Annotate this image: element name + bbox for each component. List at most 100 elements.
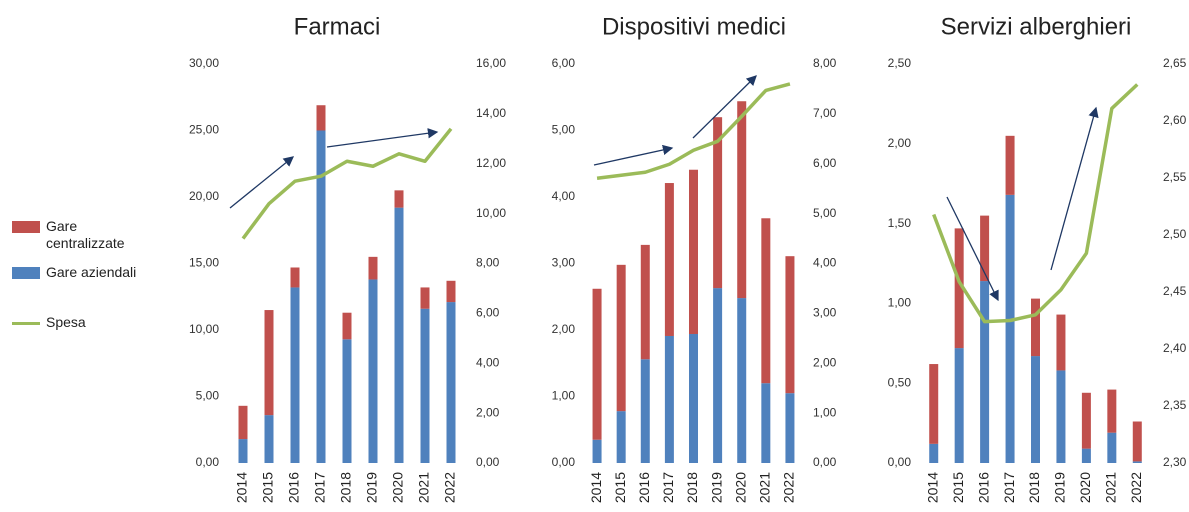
bar-segment — [689, 169, 698, 334]
bar-segment — [761, 218, 771, 384]
y2-tick-label: 5,00 — [813, 206, 837, 220]
y-tick-label: 2,00 — [888, 136, 912, 150]
bar-segment — [737, 298, 747, 463]
y2-tick-label: 12,00 — [476, 156, 506, 170]
x-tick-label: 2022 — [1128, 472, 1144, 503]
chart-title: Servizi alberghieri — [941, 13, 1132, 40]
bar-segment — [446, 280, 456, 303]
chart-title: Dispositivi medici — [602, 13, 786, 40]
y2-tick-label: 16,00 — [476, 56, 506, 70]
y-tick-label: 1,00 — [888, 296, 912, 310]
x-tick-label: 2018 — [684, 472, 700, 503]
y2-tick-label: 2,55 — [1163, 170, 1187, 184]
y-tick-label: 1,50 — [888, 216, 912, 230]
y2-tick-label: 1,00 — [813, 405, 837, 419]
x-tick-label: 2016 — [975, 472, 991, 503]
bar-segment — [1031, 356, 1040, 463]
x-tick-label: 2015 — [612, 472, 628, 503]
bar-segment — [368, 256, 378, 280]
y2-tick-label: 8,00 — [476, 256, 500, 270]
bar-segment — [290, 267, 300, 288]
y2-tick-label: 10,00 — [476, 206, 506, 220]
legend-label: Gare aziendali — [46, 264, 137, 280]
y-tick-label: 20,00 — [189, 189, 219, 203]
x-tick-label: 2014 — [924, 472, 940, 503]
bar-segment — [592, 439, 602, 463]
bar-segment — [420, 308, 430, 463]
y2-tick-label: 4,00 — [476, 355, 500, 369]
bar-segment — [954, 348, 964, 463]
line-series — [596, 82, 791, 180]
x-tick-label: 2017 — [312, 472, 328, 503]
trend-arrow — [593, 144, 674, 166]
y-tick-label: 0,00 — [196, 455, 220, 469]
trend-arrow — [1050, 106, 1099, 271]
y-tick-label: 1,00 — [552, 389, 576, 403]
bar-segment — [1107, 389, 1117, 433]
y2-tick-label: 2,45 — [1163, 284, 1187, 298]
x-tick-label: 2020 — [732, 472, 748, 503]
x-tick-label: 2018 — [338, 472, 354, 503]
trend-arrow — [326, 128, 439, 148]
x-tick-label: 2020 — [1077, 472, 1093, 503]
legend-swatch — [12, 322, 40, 325]
bar-segment — [238, 439, 248, 463]
legend-swatch — [12, 267, 40, 279]
bar-segment — [342, 312, 352, 340]
bar-segment — [592, 288, 602, 440]
y2-tick-label: 0,00 — [476, 455, 500, 469]
y2-tick-label: 2,00 — [813, 355, 837, 369]
legend-item: Gare centralizzate — [12, 218, 156, 252]
trend-arrow — [946, 196, 999, 302]
x-tick-label: 2016 — [636, 472, 652, 503]
bar-segment — [980, 281, 990, 463]
x-tick-label: 2017 — [1001, 472, 1017, 503]
bar-segment — [1056, 314, 1066, 371]
x-tick-label: 2015 — [260, 472, 276, 503]
y-tick-label: 2,50 — [888, 56, 912, 70]
bar-segment — [264, 415, 274, 463]
bar-segment — [664, 183, 674, 336]
trend-arrow — [229, 156, 295, 209]
y2-tick-label: 6,00 — [813, 156, 837, 170]
legend-swatch — [12, 221, 40, 233]
bar-segment — [342, 339, 352, 463]
y-tick-label: 0,50 — [888, 375, 912, 389]
chart-title: Farmaci — [294, 13, 381, 40]
y-tick-label: 3,00 — [552, 256, 576, 270]
bar-segment — [316, 130, 326, 463]
y2-tick-label: 7,00 — [813, 106, 837, 120]
bar-segment — [394, 190, 404, 208]
y2-tick-label: 2,30 — [1163, 455, 1187, 469]
bar-segment — [1056, 370, 1066, 463]
x-tick-label: 2021 — [416, 472, 432, 503]
bar-segment — [238, 405, 248, 440]
x-tick-label: 2014 — [588, 472, 604, 503]
x-tick-label: 2021 — [1103, 472, 1119, 503]
legend-label: Spesa — [46, 314, 86, 330]
bar-segment — [785, 393, 795, 463]
y-tick-label: 0,00 — [552, 455, 576, 469]
x-tick-label: 2021 — [757, 472, 773, 503]
bar-segment — [664, 335, 674, 463]
bar-segment — [1031, 298, 1040, 357]
bar-segment — [316, 105, 326, 131]
x-tick-label: 2022 — [781, 472, 797, 503]
y2-tick-label: 2,35 — [1163, 398, 1187, 412]
x-tick-label: 2018 — [1026, 472, 1042, 503]
bar-segment — [394, 207, 404, 463]
x-tick-label: 2017 — [660, 472, 676, 503]
bar-segment — [640, 359, 650, 463]
bar-segment — [737, 101, 747, 299]
y-tick-label: 2,00 — [552, 322, 576, 336]
legend-item: Gare aziendali — [12, 264, 156, 281]
y2-tick-label: 2,60 — [1163, 113, 1187, 127]
y2-tick-label: 2,40 — [1163, 341, 1187, 355]
bar-segment — [713, 288, 723, 463]
x-tick-label: 2019 — [364, 472, 380, 503]
x-tick-label: 2022 — [442, 472, 458, 503]
y-tick-label: 6,00 — [552, 56, 576, 70]
bar-segment — [1081, 448, 1091, 463]
